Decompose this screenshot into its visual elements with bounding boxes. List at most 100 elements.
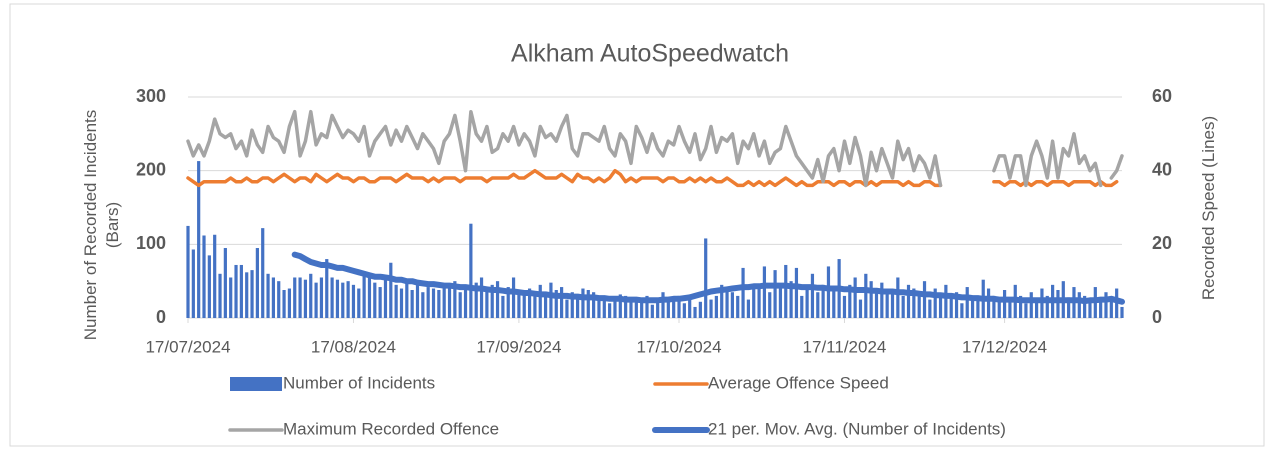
bar [1056, 290, 1060, 318]
bar [949, 297, 953, 318]
bar [479, 277, 484, 318]
bar [1104, 292, 1108, 318]
bar [1002, 290, 1007, 318]
bar [757, 284, 761, 318]
bar [437, 290, 441, 318]
bar [549, 282, 553, 318]
bar [527, 288, 532, 318]
bar [447, 287, 452, 318]
bar [330, 277, 334, 318]
bar [629, 299, 633, 318]
bar [511, 277, 516, 318]
bar [778, 288, 783, 318]
bar [848, 284, 852, 318]
bar [469, 223, 473, 318]
bar [229, 277, 233, 318]
legend-swatch [230, 377, 282, 391]
bar [245, 272, 249, 318]
y-tick-label: 200 [136, 159, 166, 179]
bar [293, 277, 297, 318]
bar [640, 301, 644, 318]
bar [442, 284, 446, 318]
bar [661, 292, 665, 318]
bar [463, 288, 468, 318]
bar [752, 288, 756, 318]
bar [271, 277, 275, 318]
bar [810, 273, 815, 318]
bar [1083, 295, 1087, 318]
bar [869, 281, 873, 318]
bar [554, 290, 558, 318]
bar [917, 292, 921, 318]
bar [576, 295, 580, 318]
y2-tick-label: 60 [1152, 86, 1172, 106]
bar [762, 266, 767, 318]
bar [677, 295, 681, 318]
bar [736, 295, 740, 318]
chart-border [9, 3, 1265, 447]
bar [746, 299, 751, 318]
bar [298, 277, 302, 318]
bar [805, 288, 809, 318]
bar [266, 273, 270, 318]
bar [373, 282, 377, 318]
bar [303, 279, 308, 318]
bar [191, 249, 195, 318]
bar [602, 295, 606, 318]
bar [944, 284, 948, 318]
bar [517, 290, 521, 318]
legend-label: Maximum Recorded Offence [283, 419, 499, 438]
bar [1024, 303, 1028, 318]
bar [282, 290, 286, 318]
bar [346, 281, 350, 318]
bar [672, 297, 676, 318]
bar [970, 295, 975, 318]
legend-label: Average Offence Speed [708, 373, 889, 392]
bar [816, 292, 820, 318]
y2-tick-label: 40 [1152, 159, 1172, 179]
bar [613, 299, 617, 318]
bar [954, 292, 959, 318]
bar [880, 282, 884, 318]
bar [1109, 297, 1113, 318]
bar [426, 287, 430, 318]
bar [789, 281, 793, 318]
bar [874, 290, 879, 318]
bar [223, 248, 227, 318]
bar [186, 225, 190, 318]
bar [586, 290, 590, 318]
bar [490, 284, 494, 318]
bar [309, 273, 313, 318]
bar [896, 277, 900, 318]
bar [351, 284, 356, 318]
bar [592, 292, 596, 318]
bar [992, 295, 996, 318]
bar [213, 234, 217, 318]
bar [341, 282, 345, 318]
bar [538, 284, 542, 318]
bar [794, 267, 799, 318]
bar [933, 288, 937, 318]
x-tick-label: 17/07/2024 [145, 337, 230, 356]
bar [1067, 297, 1071, 318]
bar [234, 264, 238, 318]
y-tick-label: 100 [136, 233, 166, 253]
bar [410, 290, 414, 318]
line-series [291, 251, 1125, 305]
bar [704, 238, 708, 318]
y-tick-label: 0 [156, 307, 166, 327]
x-tick-label: 17/12/2024 [962, 337, 1047, 356]
bar [1018, 295, 1023, 318]
bar [938, 295, 943, 318]
bar [415, 282, 420, 318]
legend-label: Number of Incidents [283, 373, 435, 392]
y2-tick-label: 0 [1152, 307, 1162, 327]
x-tick-label: 17/10/2024 [636, 337, 721, 356]
bar [277, 281, 281, 318]
bar [693, 306, 697, 318]
bar [570, 292, 574, 318]
bar [399, 288, 404, 318]
bar [1008, 297, 1012, 318]
bar [287, 288, 292, 318]
